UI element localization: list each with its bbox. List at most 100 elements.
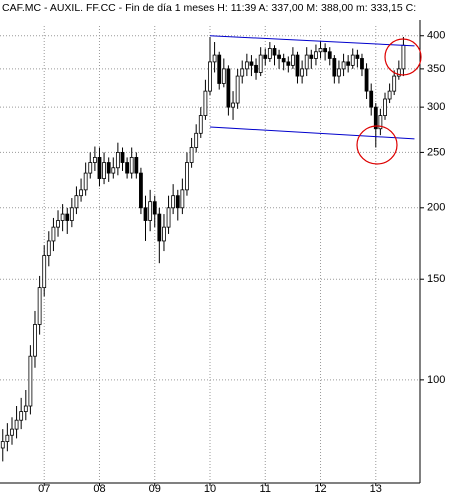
- candle-body: [272, 48, 277, 56]
- candle-body: [102, 162, 106, 179]
- candle-body: [46, 240, 51, 256]
- candle-body: [56, 220, 60, 228]
- candle-body: [318, 48, 323, 53]
- candle-body: [281, 58, 286, 63]
- candle-body: [373, 106, 378, 130]
- candle-body: [360, 58, 364, 70]
- y-tick-label: 400: [427, 30, 445, 42]
- candle-body: [309, 54, 314, 59]
- candle-body: [171, 195, 176, 209]
- candle-body: [97, 157, 102, 179]
- candle-body: [355, 54, 360, 59]
- candle-body: [369, 90, 374, 108]
- candle-body: [23, 405, 28, 412]
- candle-body: [378, 115, 383, 130]
- candle-body: [208, 61, 212, 92]
- candle-body: [346, 61, 351, 66]
- candle-body: [295, 54, 300, 77]
- candle-body: [185, 162, 189, 191]
- candle-body: [396, 68, 401, 77]
- candle-body: [111, 167, 116, 174]
- candle-body: [0, 441, 5, 449]
- candle-body: [125, 162, 130, 174]
- candle-body: [5, 434, 10, 442]
- candle-body: [249, 61, 254, 66]
- candle-body: [14, 419, 19, 430]
- x-tick-label: 11: [260, 483, 271, 494]
- candle-body: [148, 201, 153, 221]
- candle-body: [194, 132, 199, 148]
- candle-body: [74, 195, 79, 209]
- x-tick-label: 07: [38, 483, 50, 494]
- highlight-circle: [356, 125, 398, 165]
- y-tick-label: 300: [427, 101, 445, 113]
- plot-area: 100 150 200 250 300 350 400 07 08 09 10 11 12 13: [0, 20, 445, 494]
- candle-body: [337, 68, 341, 77]
- candle-body: [244, 61, 249, 70]
- candle-body: [240, 68, 245, 77]
- candle-body: [92, 157, 97, 163]
- y-tick-label: 200: [427, 202, 445, 214]
- candle-body: [143, 207, 148, 221]
- candle-body: [152, 201, 157, 215]
- candle-body: [323, 48, 328, 53]
- trendline: [209, 126, 415, 140]
- candle-body: [401, 44, 406, 70]
- x-tick-label: 08: [93, 483, 105, 494]
- candle-body: [79, 189, 83, 197]
- candle-body: [106, 162, 111, 174]
- candle-body: [42, 255, 47, 289]
- candle-body: [51, 226, 56, 242]
- candle-body: [327, 51, 332, 59]
- candle-body: [314, 51, 318, 59]
- candle-body: [304, 54, 309, 70]
- candle-body: [217, 54, 222, 84]
- candle-body: [286, 61, 291, 66]
- candle-body: [221, 68, 226, 84]
- candle-body: [33, 324, 37, 357]
- candle-body: [189, 147, 194, 163]
- candle-body: [258, 54, 263, 73]
- candle-body: [19, 411, 24, 421]
- candle-body: [37, 287, 42, 325]
- candle-body: [157, 213, 162, 242]
- candle-body: [290, 54, 295, 66]
- x-tick-label: 09: [149, 483, 161, 494]
- candle-body: [383, 98, 387, 116]
- candle-body: [60, 213, 65, 221]
- trendline: [209, 35, 415, 47]
- x-tick-label: 12: [314, 483, 326, 494]
- candle-body: [254, 64, 258, 73]
- candle-body: [198, 115, 203, 134]
- candle-body: [267, 48, 272, 59]
- candle-body: [364, 68, 369, 92]
- candle-body: [10, 428, 14, 436]
- candle-body: [277, 54, 281, 59]
- y-tick-label: 350: [427, 63, 445, 75]
- candle-body: [162, 226, 166, 242]
- y-tick-label: 100: [427, 374, 445, 386]
- candle-body: [203, 90, 208, 116]
- candle-body: [129, 157, 134, 174]
- chart-title: CAF.MC - AUXIL. FF.CC - Fin de día 1 mes…: [2, 2, 416, 14]
- candle-body: [120, 152, 125, 163]
- candle-body: [341, 61, 346, 70]
- candle-body: [134, 157, 139, 174]
- candle-body: [231, 102, 235, 108]
- candle-body: [226, 68, 231, 108]
- candle-body: [332, 58, 337, 77]
- candle-body: [88, 162, 93, 174]
- candle-body: [300, 68, 305, 77]
- candle-body: [387, 90, 392, 100]
- candle-body: [263, 54, 268, 59]
- y-tick-label: 250: [427, 146, 445, 158]
- candle-body: [350, 54, 355, 66]
- candle-body: [115, 152, 120, 169]
- y-tick-label: 150: [427, 273, 445, 285]
- candle-body: [235, 75, 240, 104]
- candle-body: [175, 195, 180, 209]
- candle-body: [212, 54, 217, 63]
- candle-body: [69, 207, 74, 221]
- candle-body: [139, 172, 143, 209]
